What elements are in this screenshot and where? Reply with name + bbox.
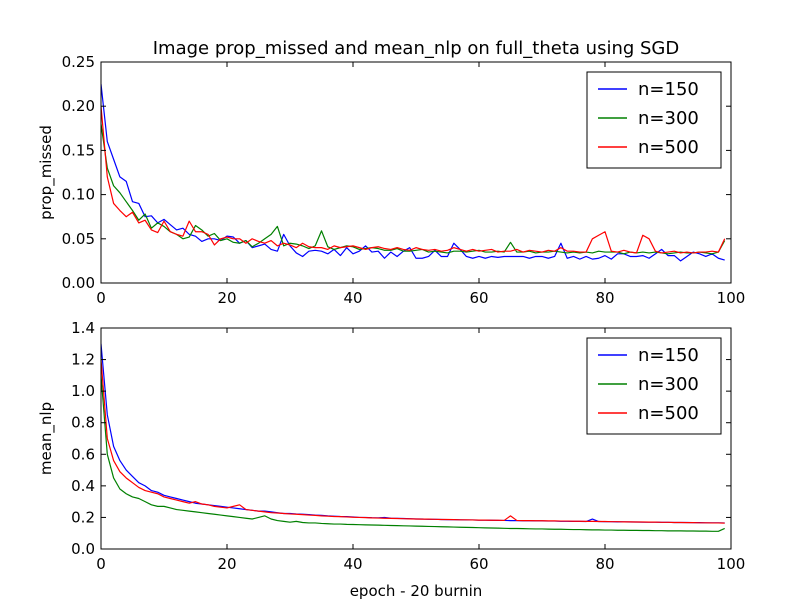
y-tick-label: 0.05 (62, 230, 95, 248)
legend-label-n150: n=150 (638, 79, 699, 100)
series-line-n150 (101, 84, 725, 262)
x-axis-label: epoch - 20 burnin (350, 582, 483, 600)
x-tick-label: 40 (343, 289, 362, 307)
plot-frame (100, 327, 732, 550)
x-tick-label: 60 (469, 289, 488, 307)
y-tick-label: 1.4 (71, 319, 95, 337)
y-tick-label: 0.10 (62, 186, 95, 204)
y-tick-label: 0.8 (71, 414, 95, 432)
series-line-n500 (101, 106, 726, 254)
x-tick-label: 20 (217, 555, 236, 573)
x-tick-label: 100 (717, 289, 746, 307)
panels: 0 20 40 60 80 1000.000.050.100.150.200.25prop… (37, 53, 745, 600)
series-line-n500 (101, 359, 725, 524)
x-tick-label: 40 (343, 555, 362, 573)
chart-title: Image prop_missed and mean_nlp on full_t… (153, 38, 679, 59)
y-tick-label: 1.2 (71, 351, 95, 369)
legend-frame (586, 71, 722, 169)
x-tick-label: 80 (595, 289, 614, 307)
legend-label-n300: n=300 (638, 108, 699, 129)
x-tick-label: 0 (96, 555, 106, 573)
y-tick-label: 0.2 (71, 508, 95, 526)
y-tick-label: 0.0 (71, 540, 95, 558)
y-tick-label: 0.25 (62, 53, 95, 71)
x-tick-label: 60 (469, 555, 488, 573)
panel-1: 0 20 40 60 80 100 0.00 0.05 0.10 0.15 0.20 0.25 prop… (37, 53, 745, 307)
legend: n=150 n=300 n=500 (586, 337, 722, 435)
x-tick-label: 100 (717, 555, 746, 573)
y-tick-label: 0.20 (62, 97, 95, 115)
series-line-n300 (101, 375, 725, 532)
x-tick-label: 80 (595, 555, 614, 573)
y-tick-label: 0.4 (71, 477, 95, 495)
legend-label-n150: n=150 (638, 345, 699, 366)
x-tick-label: 0 (96, 289, 106, 307)
y-tick-label: 1.0 (71, 382, 95, 400)
x-tick-label: 20 (217, 289, 236, 307)
y-axis-label: mean_nlp (37, 402, 56, 475)
y-axis-label: prop_missed (37, 125, 56, 220)
y-tick-label: 0.15 (62, 141, 95, 159)
legend-label-n500: n=500 (638, 403, 699, 424)
y-tick-label: 0.00 (62, 274, 95, 292)
legend-label-n300: n=300 (638, 374, 699, 395)
legend-frame (586, 337, 722, 435)
legend: n=150 n=300 n=500 (586, 71, 722, 169)
y-tick-label: 0.6 (71, 445, 95, 463)
legend-label-n500: n=500 (638, 137, 699, 158)
panel-2: 0 20 40 60 80 100 0.0 0.2 0.4 0.6 0.8 1.0 1.2 1.4 mean… (37, 319, 745, 600)
plot-frame (100, 61, 732, 284)
